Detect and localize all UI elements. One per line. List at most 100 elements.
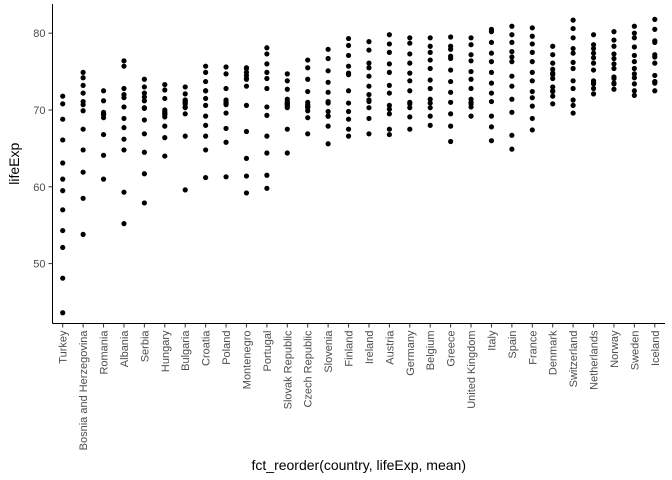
data-point xyxy=(203,88,209,94)
data-point xyxy=(366,105,372,111)
data-point xyxy=(60,275,66,281)
data-point xyxy=(203,147,209,153)
data-point xyxy=(631,23,637,29)
data-point xyxy=(264,61,270,67)
data-point xyxy=(80,69,86,75)
x-tick-label: Germany xyxy=(405,330,417,376)
x-tick-label: Albania xyxy=(119,330,131,368)
data-point xyxy=(121,136,127,142)
data-point xyxy=(162,107,168,113)
data-point xyxy=(652,16,658,22)
data-point xyxy=(448,99,454,105)
x-tick-label: Croatia xyxy=(201,330,213,366)
data-point xyxy=(141,149,147,155)
data-point xyxy=(264,45,270,51)
data-point xyxy=(305,76,311,82)
x-tick-label: Netherlands xyxy=(589,330,601,390)
data-point xyxy=(264,75,270,82)
data-point xyxy=(305,131,311,137)
data-point xyxy=(550,60,556,66)
data-point xyxy=(141,98,147,104)
data-point xyxy=(488,98,495,105)
data-point xyxy=(550,66,556,72)
data-point xyxy=(570,59,576,65)
data-point xyxy=(590,85,597,92)
data-point xyxy=(60,244,66,251)
data-point xyxy=(427,100,433,106)
data-point xyxy=(366,39,372,45)
data-point xyxy=(448,123,454,129)
data-point xyxy=(652,78,658,85)
data-point xyxy=(366,92,372,98)
data-point xyxy=(529,78,535,84)
data-point xyxy=(488,124,495,130)
data-point xyxy=(652,88,658,94)
x-tick-label: Ireland xyxy=(364,331,376,365)
data-point xyxy=(100,88,107,94)
x-tick-label: Romania xyxy=(99,330,111,375)
data-point xyxy=(284,96,290,102)
data-point xyxy=(590,60,597,66)
data-point xyxy=(386,61,392,67)
data-point xyxy=(631,59,637,65)
data-point xyxy=(386,111,392,117)
data-point xyxy=(80,108,86,114)
data-point xyxy=(325,68,331,74)
y-tick-label: 80 xyxy=(33,28,45,40)
x-tick-label: Czech Republic xyxy=(303,330,315,408)
data-point xyxy=(345,116,352,122)
x-tick-label: Italy xyxy=(486,330,498,351)
data-point xyxy=(550,88,556,94)
data-point xyxy=(264,150,270,156)
data-point xyxy=(611,37,617,43)
x-tick-label: Switzerland xyxy=(568,331,580,388)
data-point xyxy=(468,68,474,75)
data-point xyxy=(60,310,66,316)
data-point xyxy=(141,94,147,100)
x-tick-label: Belgium xyxy=(425,331,437,371)
data-point xyxy=(345,88,352,94)
data-point xyxy=(631,44,637,50)
data-point xyxy=(611,86,617,92)
data-point xyxy=(325,123,331,129)
data-point xyxy=(80,98,86,105)
data-point xyxy=(448,111,454,117)
data-point xyxy=(488,69,495,75)
data-point xyxy=(203,113,209,119)
data-point xyxy=(162,95,168,102)
data-point xyxy=(407,35,413,41)
data-point xyxy=(325,55,331,62)
data-point xyxy=(345,133,352,139)
data-point xyxy=(80,231,86,238)
data-point xyxy=(652,38,658,44)
data-point xyxy=(386,32,392,38)
data-point xyxy=(611,43,617,49)
data-point xyxy=(366,47,372,53)
data-point xyxy=(182,91,188,97)
x-tick-label: Austria xyxy=(384,330,396,365)
data-point xyxy=(223,99,229,105)
data-point xyxy=(570,50,576,56)
x-tick-label: Slovenia xyxy=(323,330,335,373)
data-point xyxy=(264,112,270,118)
data-point xyxy=(366,65,372,71)
data-point xyxy=(305,88,311,95)
x-tick-label: Finland xyxy=(344,331,356,367)
data-point xyxy=(345,70,352,76)
data-point xyxy=(121,95,127,101)
data-point xyxy=(141,84,147,90)
data-point xyxy=(509,96,515,102)
data-point xyxy=(652,72,658,79)
y-axis-title: lifeExp xyxy=(6,143,22,185)
data-point xyxy=(631,92,637,98)
data-point xyxy=(509,32,515,38)
data-point xyxy=(407,99,413,105)
data-point xyxy=(203,133,209,139)
data-point xyxy=(488,39,495,46)
x-tick-label: Spain xyxy=(507,331,519,359)
data-point xyxy=(386,102,392,108)
data-point xyxy=(590,32,597,38)
data-point xyxy=(386,131,392,138)
data-point xyxy=(243,65,250,71)
